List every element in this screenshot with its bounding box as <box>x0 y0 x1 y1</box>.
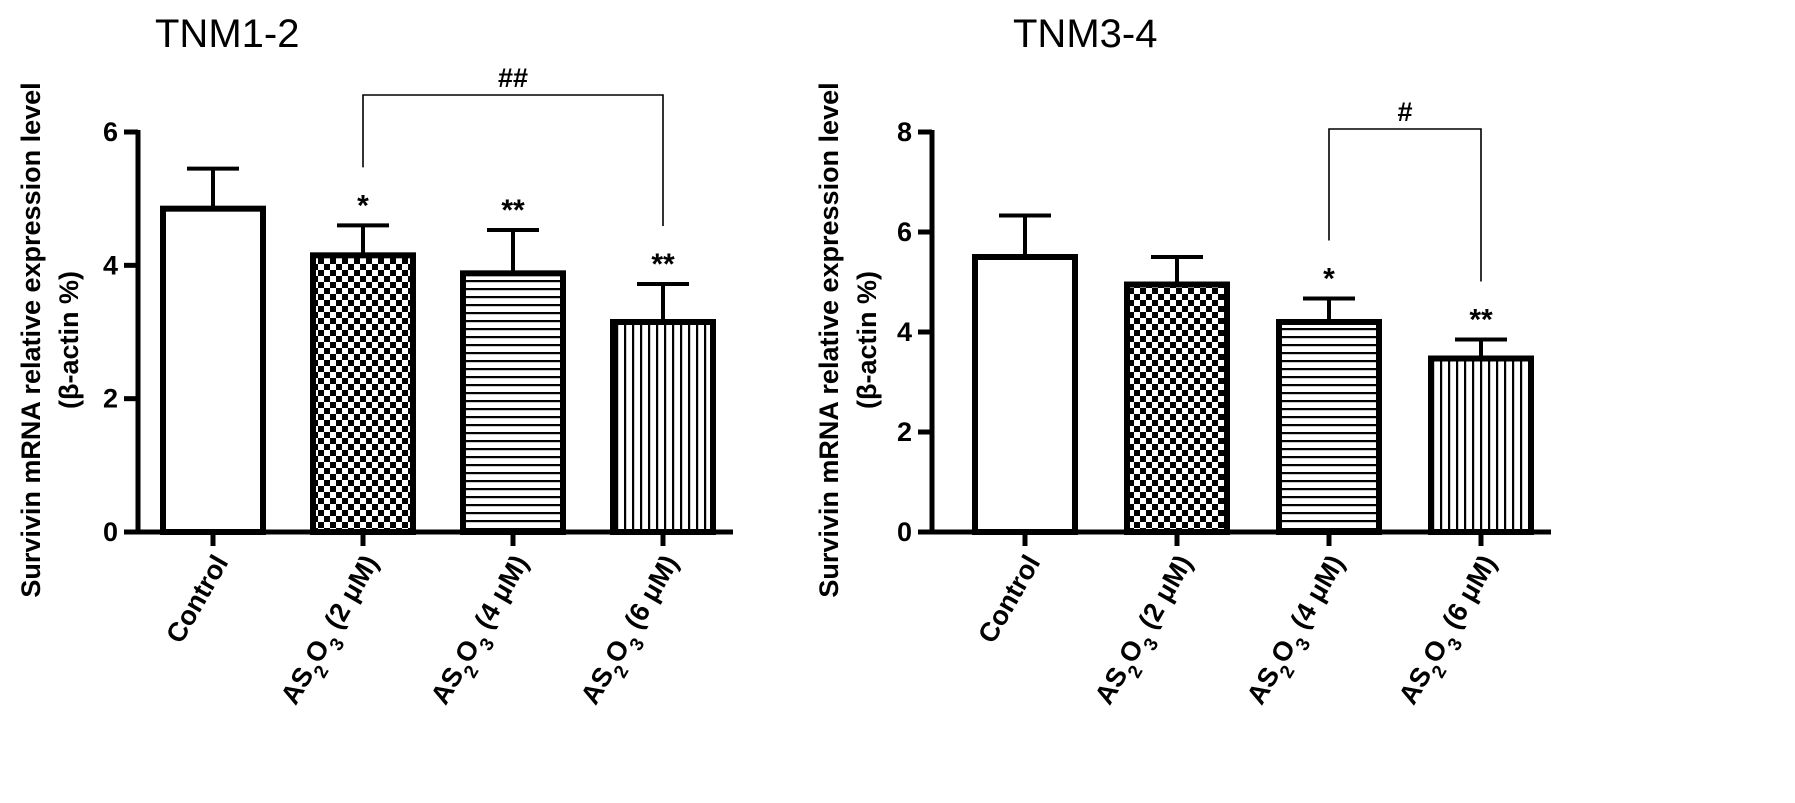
chart-title: TNM1-2 <box>155 12 299 56</box>
y-tick-label: 4 <box>103 250 118 280</box>
x-tick-label: AS2O3 (6 μM) <box>575 550 693 714</box>
bar-3 <box>1276 319 1382 535</box>
comparison-bracket <box>1328 128 1482 282</box>
significance-label: ** <box>1469 304 1493 337</box>
bar-2 <box>310 252 416 535</box>
x-tick-label: Control <box>972 550 1046 648</box>
chart-title: TNM3-4 <box>1013 12 1157 56</box>
comparison-label: # <box>1397 97 1412 127</box>
y-axis-label-unit: (β-actin %) <box>852 271 882 409</box>
y-tick-label: 8 <box>897 117 912 147</box>
bar-2 <box>1124 281 1230 535</box>
y-axis-label: Survivin mRNA relative expression level <box>16 82 46 597</box>
significance-label: ** <box>651 248 675 281</box>
y-tick-label: 6 <box>897 217 912 247</box>
y-tick-label: 2 <box>897 417 912 447</box>
y-tick-label: 2 <box>103 384 118 414</box>
x-tick-label: AS2O3 (4 μM) <box>425 550 543 714</box>
x-tick-label: AS2O3 (4 μM) <box>1241 550 1359 714</box>
x-tick-label: AS2O3 (2 μM) <box>1089 550 1207 714</box>
x-tick-label: AS2O3 (2 μM) <box>275 550 393 714</box>
significance-label: * <box>1323 263 1335 296</box>
y-tick-label: 0 <box>897 517 912 547</box>
x-tick-label: Control <box>160 550 234 648</box>
x-tick-label: AS2O3 (6 μM) <box>1393 550 1511 714</box>
significance-label: ** <box>501 194 525 227</box>
bar-4 <box>1428 355 1534 535</box>
comparison-label: ## <box>498 63 528 93</box>
y-axis-label-unit: (β-actin %) <box>54 271 84 409</box>
comparison-bracket <box>362 94 664 226</box>
y-axis-label: Survivin mRNA relative expression level <box>814 82 844 597</box>
y-tick-label: 0 <box>103 517 118 547</box>
y-tick-label: 4 <box>897 317 912 347</box>
bar-3 <box>460 270 566 535</box>
significance-label: * <box>357 189 369 222</box>
chart-panel-2: TNM3-4 Survivin mRNA relative expression … <box>814 12 1551 714</box>
bar-4 <box>610 319 716 535</box>
bar-1 <box>160 205 266 536</box>
chart-panel-1: TNM1-2 Survivin mRNA relative expression … <box>16 12 733 714</box>
y-tick-label: 6 <box>103 117 118 147</box>
bar-1 <box>972 254 1078 535</box>
